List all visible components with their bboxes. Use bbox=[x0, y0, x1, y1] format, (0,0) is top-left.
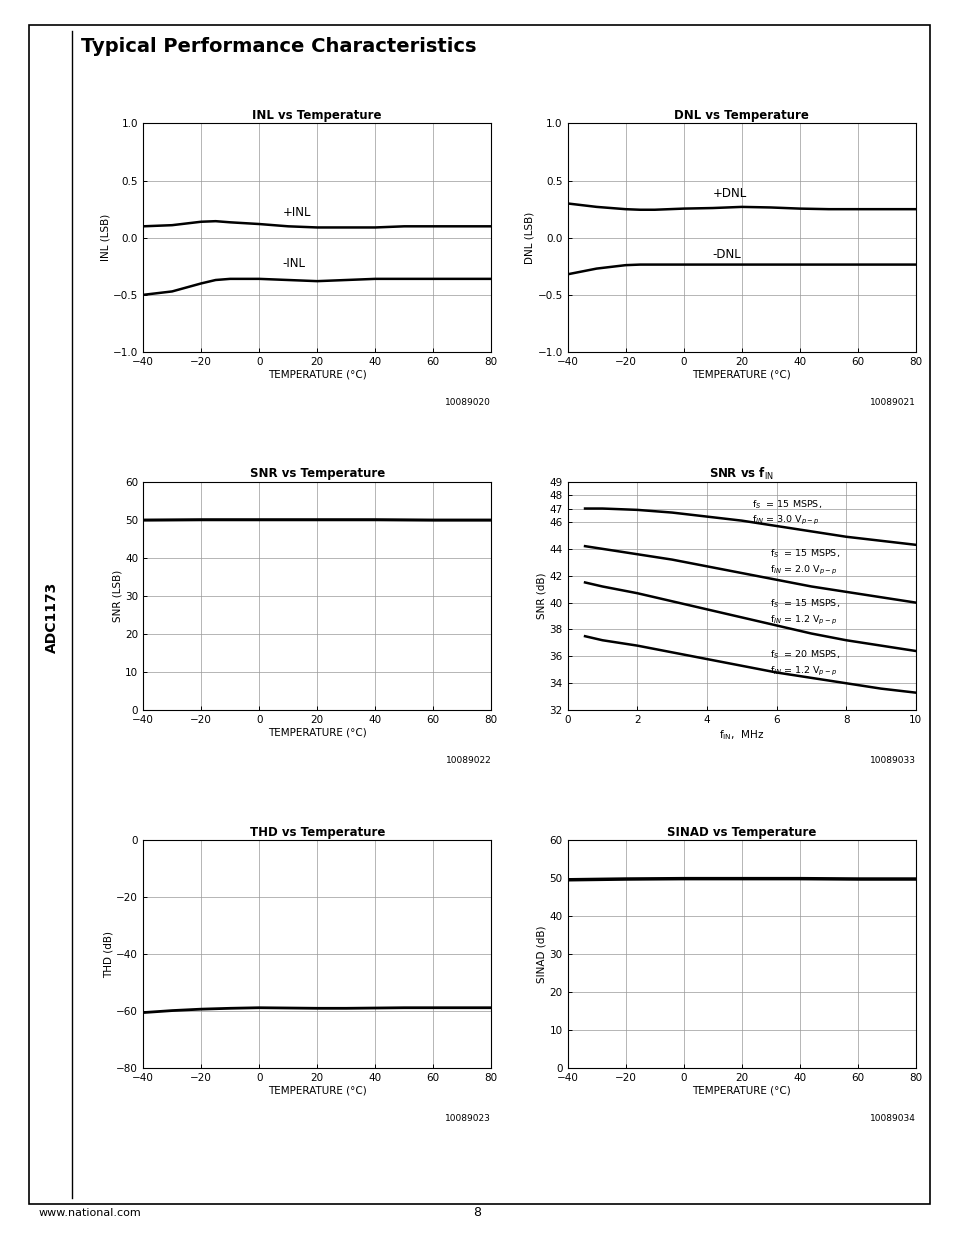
Text: f$_S$  = 15 MSPS,
f$_{IN}$ = 3.0 V$_{p-p}$: f$_S$ = 15 MSPS, f$_{IN}$ = 3.0 V$_{p-p}… bbox=[751, 498, 821, 527]
X-axis label: TEMPERATURE (°C): TEMPERATURE (°C) bbox=[692, 1086, 790, 1095]
X-axis label: f$_{\mathrm{IN}}$,  MHz: f$_{\mathrm{IN}}$, MHz bbox=[719, 727, 763, 741]
Title: SNR vs f$_{\mathrm{IN}}$: SNR vs f$_{\mathrm{IN}}$ bbox=[709, 466, 773, 482]
Text: 10089021: 10089021 bbox=[869, 398, 915, 406]
Y-axis label: SNR (LSB): SNR (LSB) bbox=[112, 569, 122, 622]
Y-axis label: INL (LSB): INL (LSB) bbox=[100, 214, 111, 262]
Y-axis label: SNR (dB): SNR (dB) bbox=[537, 573, 546, 619]
Text: +INL: +INL bbox=[282, 206, 311, 219]
Text: +DNL: +DNL bbox=[712, 186, 746, 200]
Text: 10089020: 10089020 bbox=[445, 398, 491, 406]
Text: 10089022: 10089022 bbox=[445, 756, 491, 764]
X-axis label: TEMPERATURE (°C): TEMPERATURE (°C) bbox=[268, 727, 366, 737]
X-axis label: TEMPERATURE (°C): TEMPERATURE (°C) bbox=[268, 369, 366, 379]
Text: f$_S$  = 15 MSPS,
f$_{IN}$ = 1.2 V$_{p-p}$: f$_S$ = 15 MSPS, f$_{IN}$ = 1.2 V$_{p-p}… bbox=[769, 598, 839, 626]
Title: SNR vs Temperature: SNR vs Temperature bbox=[250, 468, 384, 480]
Text: Typical Performance Characteristics: Typical Performance Characteristics bbox=[81, 37, 476, 57]
Text: -INL: -INL bbox=[282, 257, 305, 270]
Text: 8: 8 bbox=[473, 1207, 480, 1219]
Title: THD vs Temperature: THD vs Temperature bbox=[250, 826, 384, 839]
Text: 10089034: 10089034 bbox=[869, 1114, 915, 1123]
Text: www.national.com: www.national.com bbox=[38, 1208, 141, 1218]
X-axis label: TEMPERATURE (°C): TEMPERATURE (°C) bbox=[268, 1086, 366, 1095]
Text: 10089033: 10089033 bbox=[869, 756, 915, 764]
Y-axis label: DNL (LSB): DNL (LSB) bbox=[524, 211, 535, 264]
X-axis label: TEMPERATURE (°C): TEMPERATURE (°C) bbox=[692, 369, 790, 379]
Title: SINAD vs Temperature: SINAD vs Temperature bbox=[666, 826, 816, 839]
Y-axis label: THD (dB): THD (dB) bbox=[104, 930, 113, 978]
Y-axis label: SINAD (dB): SINAD (dB) bbox=[537, 925, 546, 983]
Title: INL vs Temperature: INL vs Temperature bbox=[253, 110, 381, 122]
Text: -DNL: -DNL bbox=[712, 248, 740, 261]
Title: DNL vs Temperature: DNL vs Temperature bbox=[674, 110, 808, 122]
Text: f$_S$  = 15 MSPS,
f$_{IN}$ = 2.0 V$_{p-p}$: f$_S$ = 15 MSPS, f$_{IN}$ = 2.0 V$_{p-p}… bbox=[769, 548, 839, 577]
Text: ADC1173: ADC1173 bbox=[45, 582, 58, 653]
Text: 10089023: 10089023 bbox=[445, 1114, 491, 1123]
Text: f$_S$  = 20 MSPS,
f$_{IN}$ = 1.2 V$_{p-p}$: f$_S$ = 20 MSPS, f$_{IN}$ = 1.2 V$_{p-p}… bbox=[769, 648, 839, 678]
